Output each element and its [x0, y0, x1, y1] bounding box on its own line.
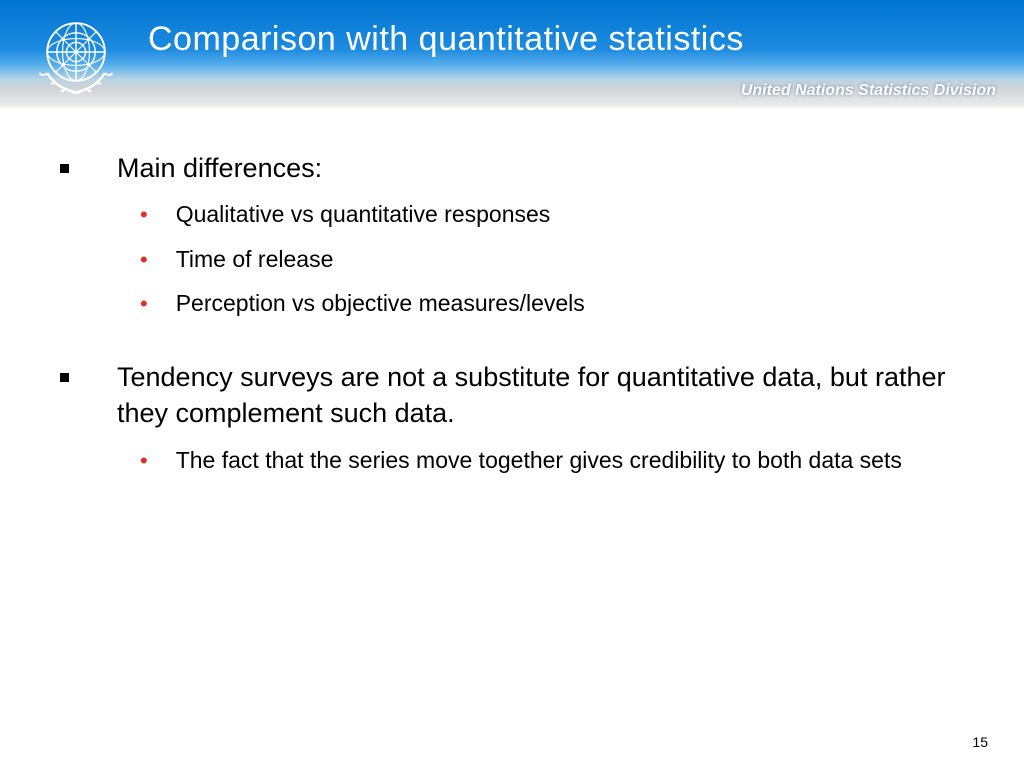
sub-bullet-item: • The fact that the series move together… [140, 444, 964, 476]
main-bullet-item: Main differences: [60, 150, 964, 186]
main-item-text: Tendency surveys are not a substitute fo… [117, 359, 964, 432]
red-bullet-icon: • [140, 204, 148, 226]
main-bullet-item: Tendency surveys are not a substitute fo… [60, 359, 964, 432]
sub-bullet-item: • Perception vs objective measures/level… [140, 287, 964, 319]
slide-content: Main differences: • Qualitative vs quant… [0, 110, 1024, 476]
main-item-text: Main differences: [117, 150, 322, 186]
square-bullet-icon [60, 164, 69, 173]
red-bullet-icon: • [140, 249, 148, 271]
sub-item-text: Time of release [176, 243, 334, 275]
slide-header: Comparison with quantitative statistics … [0, 0, 1024, 110]
sub-item-text: The fact that the series move together g… [176, 444, 902, 476]
slide-title: Comparison with quantitative statistics [148, 20, 744, 59]
red-bullet-icon: • [140, 450, 148, 472]
sub-item-text: Perception vs objective measures/levels [176, 287, 585, 319]
un-logo-icon [28, 4, 124, 100]
sub-item-text: Qualitative vs quantitative responses [176, 198, 551, 230]
sub-bullet-item: • Time of release [140, 243, 964, 275]
sub-list: • Qualitative vs quantitative responses … [140, 198, 964, 319]
square-bullet-icon [60, 373, 69, 382]
sub-list: • The fact that the series move together… [140, 444, 964, 476]
page-number: 15 [972, 734, 988, 750]
red-bullet-icon: • [140, 293, 148, 315]
sub-bullet-item: • Qualitative vs quantitative responses [140, 198, 964, 230]
division-label: United Nations Statistics Division [741, 82, 996, 100]
